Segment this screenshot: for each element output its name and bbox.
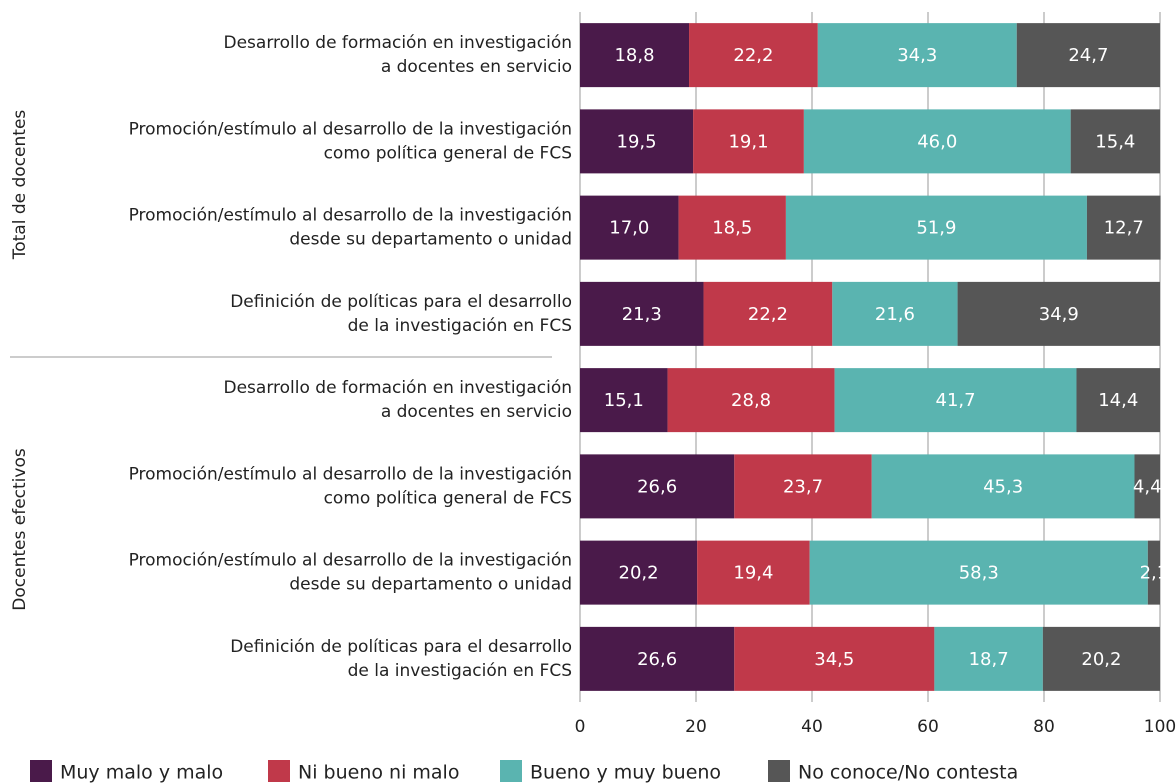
bar-segment: [809, 540, 1148, 605]
value-label: 15,1: [604, 390, 644, 411]
bar-segment: [580, 454, 735, 519]
category-label: Promoción/estímulo al desarrollo de la i…: [129, 551, 572, 571]
legend-label: Bueno y muy bueno: [530, 762, 721, 784]
bar-segment: [580, 368, 668, 433]
bar-segment: [667, 368, 835, 433]
value-label: 14,4: [1098, 390, 1138, 411]
value-label: 58,3: [959, 563, 999, 584]
bar-segment: [580, 281, 704, 346]
bar-segment: [1042, 626, 1160, 691]
value-label: 22,2: [733, 45, 773, 66]
x-tick-label: 0: [575, 717, 586, 737]
value-label: 26,6: [637, 476, 677, 497]
bar-segment: [871, 454, 1135, 519]
category-label: desde su departamento o unidad: [289, 575, 572, 595]
category-label: como política general de FCS: [324, 143, 572, 163]
x-tick-label: 60: [917, 717, 939, 737]
bar-segment: [689, 23, 818, 88]
bar-segment: [785, 195, 1087, 260]
category-label: Promoción/estímulo al desarrollo de la i…: [129, 119, 572, 139]
value-label: 4,4: [1133, 476, 1162, 497]
bar-segment: [580, 195, 679, 260]
category-label: a docentes en servicio: [381, 57, 572, 77]
value-label: 2,1: [1140, 563, 1169, 584]
bar-segment: [832, 281, 958, 346]
value-label: 12,7: [1104, 218, 1144, 239]
value-label: 34,5: [814, 649, 854, 670]
value-label: 19,5: [617, 131, 657, 152]
value-label: 17,0: [609, 218, 649, 239]
bar-segment: [678, 195, 786, 260]
category-label: Desarrollo de formación en investigación: [224, 378, 573, 398]
value-label: 22,2: [748, 304, 788, 325]
bar-segment: [1070, 109, 1160, 174]
category-label: Promoción/estímulo al desarrollo de la i…: [129, 464, 572, 484]
bar-segment: [580, 626, 735, 691]
category-label: de la investigación en FCS: [348, 661, 572, 681]
category-label: desde su departamento o unidad: [289, 230, 572, 250]
value-label: 26,6: [637, 649, 677, 670]
value-label: 18,7: [969, 649, 1009, 670]
category-label: Definición de políticas para el desarrol…: [230, 637, 572, 657]
bar-segment: [580, 540, 698, 605]
bar-segment: [580, 23, 690, 88]
bar-segment: [697, 540, 810, 605]
x-tick-label: 20: [685, 717, 707, 737]
bar-segment: [1016, 23, 1160, 88]
legend-swatch: [500, 760, 522, 782]
group-label: Docentes efectivos: [10, 448, 30, 611]
bar-segment: [693, 109, 804, 174]
value-label: 19,1: [728, 131, 768, 152]
x-tick-label: 100: [1144, 717, 1176, 737]
category-label: a docentes en servicio: [381, 402, 572, 422]
value-label: 21,3: [622, 304, 662, 325]
bar-segment: [734, 626, 935, 691]
bar-segment: [834, 368, 1077, 433]
category-label: Promoción/estímulo al desarrollo de la i…: [129, 206, 572, 226]
legend-swatch: [768, 760, 790, 782]
x-tick-label: 80: [1033, 717, 1055, 737]
bar-segment: [1147, 540, 1160, 605]
bar-segment: [1076, 368, 1160, 433]
category-label: Desarrollo de formación en investigación: [224, 33, 573, 53]
value-label: 19,4: [733, 563, 773, 584]
value-label: 20,2: [1081, 649, 1121, 670]
bar-segment: [817, 23, 1017, 88]
bar-segment: [934, 626, 1043, 691]
value-label: 23,7: [783, 476, 823, 497]
legend-label: No conoce/No contesta: [798, 762, 1018, 784]
bar-segment: [703, 281, 833, 346]
value-label: 18,8: [614, 45, 654, 66]
legend-label: Ni bueno ni malo: [298, 762, 459, 784]
bar-segment: [580, 109, 694, 174]
legend-swatch: [268, 760, 290, 782]
value-label: 24,7: [1068, 45, 1108, 66]
value-label: 20,2: [619, 563, 659, 584]
value-label: 15,4: [1095, 131, 1135, 152]
category-label: de la investigación en FCS: [348, 316, 572, 336]
legend-label: Muy malo y malo: [60, 762, 223, 784]
value-label: 21,6: [875, 304, 915, 325]
category-label: Definición de políticas para el desarrol…: [230, 292, 572, 312]
category-label: como política general de FCS: [324, 488, 572, 508]
bar-segment: [734, 454, 872, 519]
value-label: 18,5: [712, 218, 752, 239]
value-label: 51,9: [916, 218, 956, 239]
bar-segment: [957, 281, 1160, 346]
bar-segment: [1134, 454, 1160, 519]
group-label: Total de docentes: [10, 110, 30, 261]
x-tick-label: 40: [801, 717, 823, 737]
bar-segment: [803, 109, 1071, 174]
value-label: 34,3: [897, 45, 937, 66]
value-label: 34,9: [1039, 304, 1079, 325]
bar-segment: [1086, 195, 1161, 260]
legend-swatch: [30, 760, 52, 782]
value-label: 45,3: [983, 476, 1023, 497]
value-label: 41,7: [936, 390, 976, 411]
value-label: 46,0: [917, 131, 957, 152]
value-label: 28,8: [731, 390, 771, 411]
